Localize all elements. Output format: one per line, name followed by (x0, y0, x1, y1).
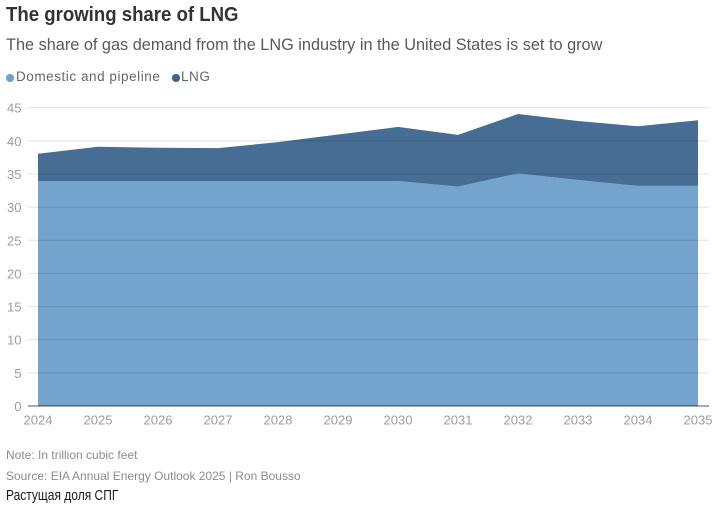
svg-text:2033: 2033 (564, 413, 593, 428)
svg-text:0: 0 (14, 399, 21, 414)
svg-text:25: 25 (7, 233, 21, 248)
svg-text:2031: 2031 (444, 413, 473, 428)
svg-text:2025: 2025 (84, 413, 113, 428)
svg-text:2027: 2027 (204, 413, 233, 428)
svg-text:45: 45 (7, 101, 21, 116)
svg-text:2032: 2032 (504, 413, 533, 428)
svg-text:15: 15 (7, 300, 21, 315)
svg-text:2030: 2030 (384, 413, 413, 428)
svg-text:5: 5 (14, 366, 21, 381)
svg-text:2024: 2024 (24, 413, 53, 428)
svg-text:2034: 2034 (624, 413, 653, 428)
svg-text:30: 30 (7, 200, 21, 215)
svg-text:10: 10 (7, 333, 21, 348)
svg-text:20: 20 (7, 266, 21, 281)
svg-text:35: 35 (7, 167, 21, 182)
svg-text:2026: 2026 (144, 413, 173, 428)
svg-text:2029: 2029 (324, 413, 353, 428)
svg-text:40: 40 (7, 134, 21, 149)
svg-text:2028: 2028 (264, 413, 293, 428)
svg-text:2035: 2035 (684, 413, 713, 428)
